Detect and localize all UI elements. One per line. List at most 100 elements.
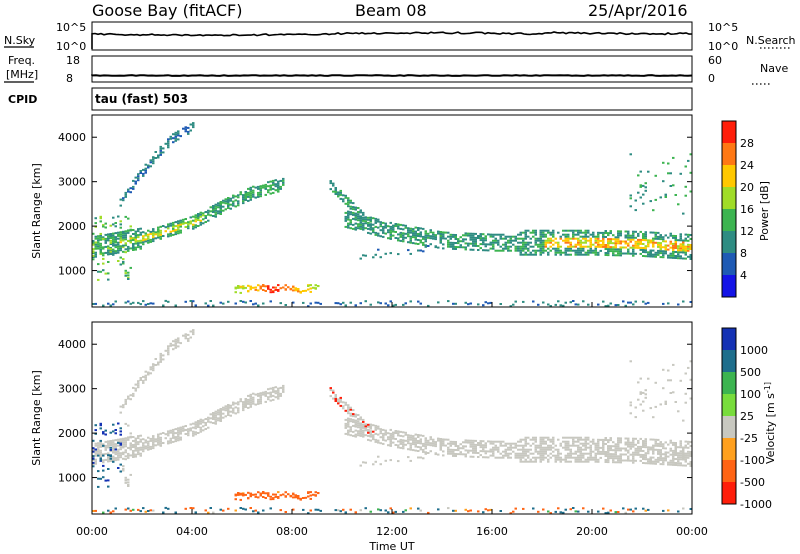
power-cell [592, 251, 595, 254]
velocity-cell [607, 453, 610, 456]
velocity-cell [194, 511, 197, 514]
velocity-cell [142, 375, 145, 378]
velocity-cell [689, 378, 692, 381]
power-cell [144, 169, 147, 172]
power-cell [192, 227, 195, 230]
power-cell [492, 247, 495, 250]
velocity-cell [419, 456, 422, 459]
power-cell [609, 240, 612, 243]
power-cell [104, 272, 107, 275]
velocity-cell [557, 450, 560, 453]
power-cell [422, 227, 425, 230]
velocity-cell [534, 444, 537, 447]
velocity-cell [567, 460, 570, 463]
velocity-cell [359, 416, 362, 419]
velocity-cell [489, 448, 492, 451]
velocity-cell [174, 438, 177, 441]
velocity-cell [227, 408, 230, 410]
power-cell [114, 222, 117, 224]
power-cell [624, 240, 627, 243]
power-cell [652, 237, 655, 240]
power-cell [347, 201, 350, 204]
power-cell [499, 249, 502, 252]
velocity-cell [654, 440, 657, 443]
velocity-cell [349, 434, 352, 437]
power-cell [579, 243, 582, 246]
power-cell [124, 269, 127, 272]
velocity-cell [657, 458, 660, 461]
power-cell [397, 233, 400, 236]
velocity-cell [657, 460, 660, 463]
velocity-cell [474, 445, 477, 448]
velocity-cell [684, 440, 687, 443]
power-cell [639, 230, 642, 233]
power-cell [292, 285, 295, 288]
power-cell [579, 229, 582, 232]
velocity-cell [402, 441, 405, 444]
velocity-cell [207, 418, 210, 421]
power-cell [404, 224, 407, 227]
power-cell [662, 256, 665, 259]
power-cell [639, 184, 642, 187]
power-cell [429, 229, 432, 232]
velocity-cell [434, 443, 437, 446]
velocity-cell [92, 450, 95, 453]
power-cell [249, 285, 252, 288]
velocity-cell [417, 436, 420, 438]
x-tick-label: 04:00 [176, 525, 208, 538]
power-cell [684, 233, 687, 236]
velocity-cell [409, 459, 412, 462]
power-cell [469, 232, 472, 235]
velocity-cell [659, 445, 662, 448]
power-cell [454, 242, 457, 244]
velocity-cell [514, 452, 517, 455]
power-cell [647, 170, 650, 173]
velocity-cell [687, 440, 690, 443]
velocity-cell [344, 424, 347, 427]
power-cell [637, 174, 640, 177]
power-cell [524, 231, 527, 234]
velocity-cell [154, 444, 157, 447]
power-cell [619, 242, 622, 245]
velocity-cell [559, 458, 562, 461]
velocity-cell [159, 432, 162, 435]
power-cell [247, 284, 250, 287]
power-cell [227, 203, 230, 205]
velocity-cell [279, 494, 282, 497]
velocity-cell [352, 413, 355, 416]
velocity-cell [359, 509, 362, 512]
velocity-cell [127, 424, 130, 427]
power-cell [199, 215, 202, 218]
power-cell [92, 250, 95, 253]
velocity-cell [687, 454, 690, 457]
power-cell [157, 234, 160, 237]
velocity-cell [97, 452, 100, 455]
velocity-cell [272, 398, 275, 401]
power-cell [562, 239, 565, 242]
power-cell [127, 231, 130, 234]
velocity-cell [109, 431, 112, 434]
velocity-cell [504, 448, 507, 451]
power-cell [637, 232, 640, 235]
velocity-cell [427, 441, 430, 444]
power-cell [219, 203, 222, 205]
power-cell [467, 244, 470, 247]
power-cell [572, 231, 575, 234]
velocity-cell [564, 456, 567, 459]
power-cell [174, 221, 177, 224]
velocity-cell [539, 438, 542, 441]
power-cell [557, 245, 560, 248]
power-cell [472, 240, 475, 243]
velocity-cell [414, 443, 417, 446]
power-cell [162, 225, 165, 227]
velocity-cell [407, 440, 410, 443]
power-cell [512, 239, 515, 242]
power-cell [209, 206, 212, 209]
velocity-cell [104, 429, 107, 432]
velocity-cell [167, 440, 170, 443]
velocity-cell [404, 509, 407, 512]
velocity-cell [257, 491, 260, 494]
power-cell [524, 241, 527, 244]
velocity-cell [582, 444, 585, 447]
power-cell [412, 230, 415, 233]
